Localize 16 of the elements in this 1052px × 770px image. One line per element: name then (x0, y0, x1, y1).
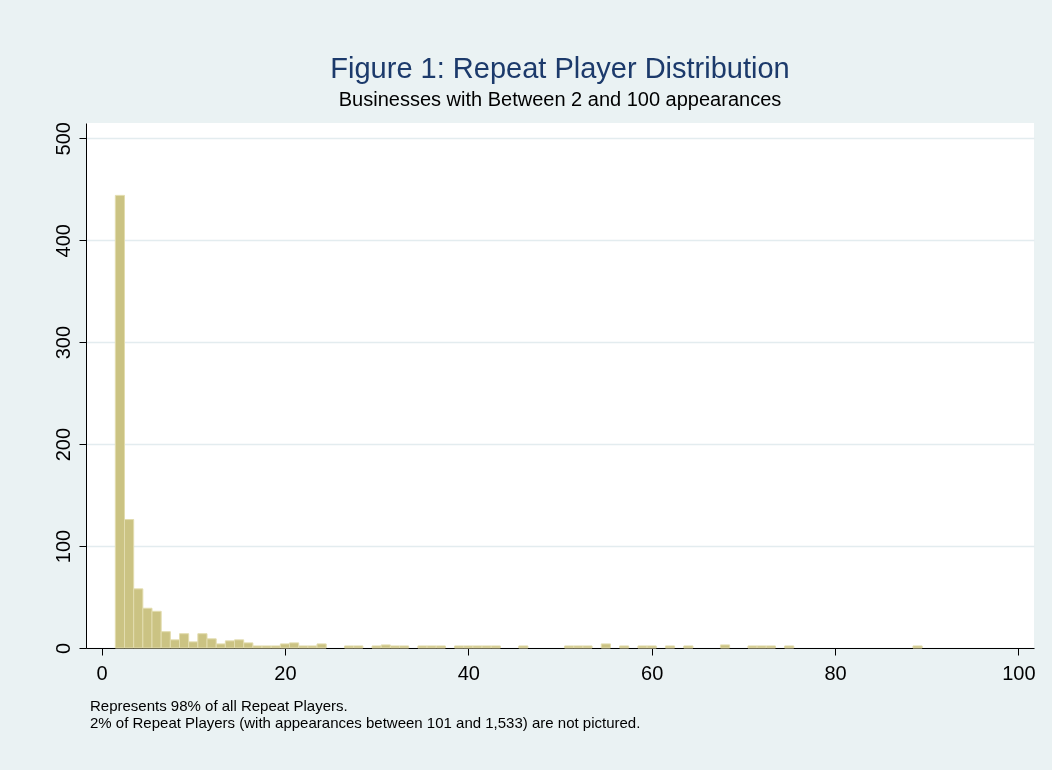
text: Represents 98% of all Repeat Players. (90, 697, 349, 714)
y-tick-label: 500 (51, 122, 74, 156)
y-tick-label: 0 (51, 642, 74, 655)
y-tick-label: 200 (51, 427, 74, 462)
x-tick-label: 40 (457, 661, 480, 684)
y-tick-label: 300 (51, 325, 74, 360)
y-tick-label: 100 (51, 529, 74, 564)
x-tick-label: 0 (96, 661, 108, 684)
x-tick-label: 20 (274, 661, 297, 684)
chart-title: Figure 1: Repeat Player Distribution (330, 51, 790, 84)
x-tick-label: 60 (641, 661, 664, 684)
x-tick-label: 80 (824, 661, 847, 684)
y-tick-label: 400 (51, 224, 74, 258)
x-tick-label: 100 (1002, 661, 1036, 684)
chart-subtitle: Businesses with Between 2 and 100 appearances (338, 87, 782, 110)
text: 2% of Repeat Players (with appearances between 101 and 1,533) are not pictured. (90, 714, 641, 731)
